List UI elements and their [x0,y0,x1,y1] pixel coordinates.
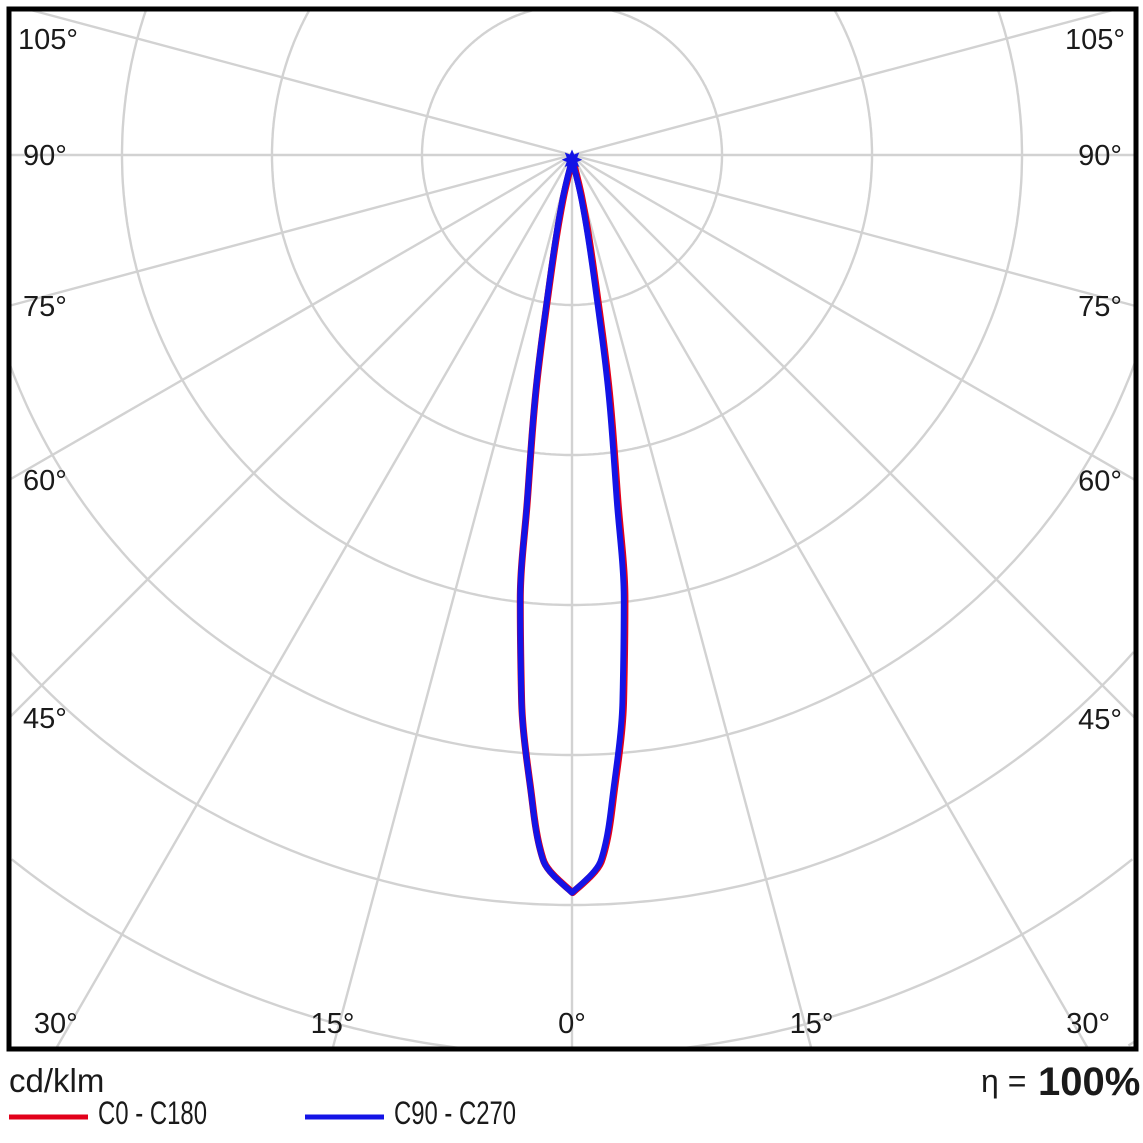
svg-text:C0 - C180: C0 - C180 [98,1095,207,1131]
svg-text:75°: 75° [23,291,67,323]
svg-text:45°: 45° [1078,704,1122,736]
svg-text:75°: 75° [1078,291,1122,323]
svg-text:105°: 105° [1065,24,1125,56]
svg-text:15°: 15° [311,1008,355,1040]
svg-text:30°: 30° [34,1008,78,1040]
svg-text:15°: 15° [790,1008,834,1040]
svg-text:0°: 0° [558,1008,586,1040]
svg-text:30°: 30° [1066,1008,1110,1040]
svg-text:45°: 45° [23,703,67,735]
svg-text:90°: 90° [23,140,67,172]
svg-text:100%: 100% [1038,1060,1140,1104]
svg-text:C90 - C270: C90 - C270 [394,1095,516,1131]
svg-text:cd/klm: cd/klm [9,1062,104,1099]
svg-text:60°: 60° [23,465,67,497]
svg-text:105°: 105° [18,24,78,56]
svg-text:60°: 60° [1078,466,1122,498]
svg-text:η =: η = [981,1063,1026,1099]
svg-text:90°: 90° [1078,140,1122,172]
